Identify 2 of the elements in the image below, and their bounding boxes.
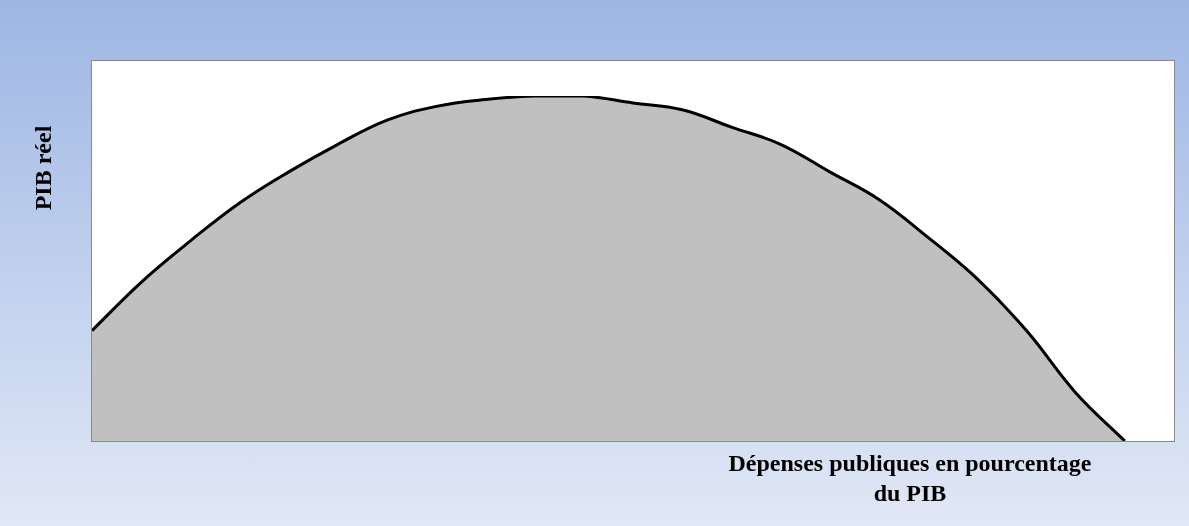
x-axis-title: Dépenses publiques en pourcentage du PIB [727,449,1093,508]
y-axis-title: PIB réel [29,125,57,211]
